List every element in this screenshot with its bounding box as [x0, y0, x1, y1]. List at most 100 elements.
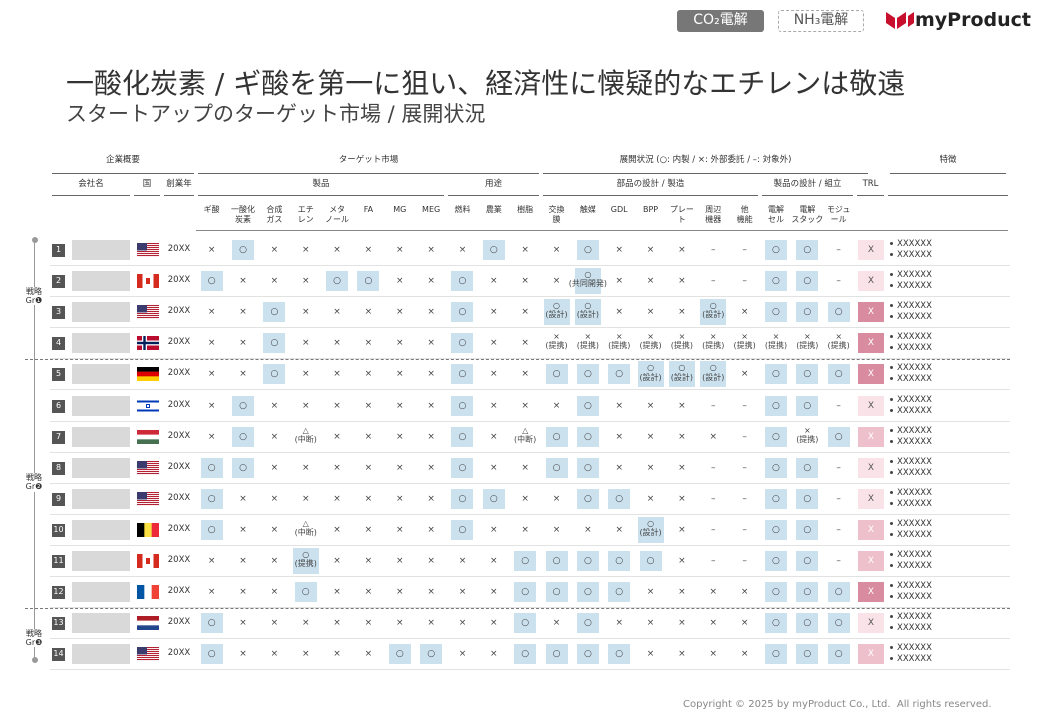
- row-number: 7: [55, 431, 62, 441]
- header-line: [890, 173, 1006, 174]
- bullet: [890, 315, 893, 319]
- feature-text: XXXXXX: [897, 405, 932, 416]
- founded-year: 20XX: [167, 555, 191, 565]
- feature-text: XXXXXX: [897, 332, 932, 343]
- cell-highlight: [796, 644, 819, 665]
- cell: ×: [678, 276, 686, 287]
- logo-text: myProduct: [915, 9, 1032, 31]
- cell: ×: [490, 618, 498, 629]
- cell-highlight: [451, 271, 474, 292]
- feature: XXXXXX: [890, 250, 932, 260]
- column-header: 周辺 機器: [705, 205, 722, 225]
- cell-highlight: [576, 457, 599, 478]
- cell: ○: [615, 493, 624, 504]
- cell: ○: [270, 307, 279, 318]
- cell: –: [742, 524, 747, 535]
- cell: ○: [834, 587, 843, 598]
- cell-highlight: [576, 644, 599, 665]
- feature: XXXXXX: [890, 281, 932, 291]
- bracket-line: [34, 240, 35, 660]
- cell: ○: [395, 649, 404, 660]
- cell: ×: [239, 556, 247, 566]
- feature: XXXXXX: [890, 437, 932, 447]
- cell: ×: [521, 493, 529, 504]
- cell-highlight: [357, 271, 380, 292]
- cell: ×: [646, 649, 655, 660]
- cell: ×: [458, 245, 467, 255]
- cell: –: [711, 524, 716, 535]
- founded-year: 20XX: [167, 617, 191, 628]
- group-separator: [25, 358, 1010, 360]
- cell: ×: [395, 618, 404, 629]
- cell: ○: [458, 431, 467, 442]
- cell: ○: [239, 431, 247, 442]
- cell: ×: [427, 431, 435, 442]
- row-number-box: [52, 555, 65, 568]
- cell-highlight: [637, 361, 664, 388]
- cell: ○: [646, 556, 655, 566]
- cell: ○: [772, 462, 780, 473]
- feature-text: XXXXXX: [897, 394, 932, 405]
- bullet: [890, 284, 893, 288]
- cell: × (提携): [827, 332, 850, 351]
- column-header: ギ酸: [203, 205, 220, 214]
- bullet: [890, 532, 893, 536]
- cell-highlight: [764, 582, 787, 603]
- cell: ○: [364, 276, 373, 287]
- trl: X: [867, 556, 875, 566]
- cell: ×: [239, 493, 247, 504]
- founded-year: 20XX: [167, 306, 191, 317]
- cell-highlight: [232, 426, 255, 447]
- cell: ○: [772, 276, 780, 287]
- bullet: [890, 470, 893, 474]
- cell: ×: [333, 462, 341, 473]
- cell-highlight: [232, 457, 255, 478]
- flag: [137, 367, 159, 382]
- header-line: [543, 195, 758, 196]
- company-name-box: [72, 302, 130, 323]
- cell: ×: [490, 587, 498, 598]
- trl: X: [867, 462, 875, 473]
- cell-highlight: [764, 644, 787, 665]
- sub-header: TRL: [862, 179, 879, 189]
- cell: ○: [552, 649, 561, 660]
- cell: ×: [395, 587, 404, 598]
- cell: ×: [740, 587, 749, 598]
- tag-co2-text: CO₂電解: [693, 12, 748, 28]
- cell: ○: [803, 369, 812, 380]
- cell: ×: [490, 462, 498, 473]
- bullet: [890, 646, 893, 650]
- cell: ×: [364, 245, 373, 255]
- cell: ×: [333, 587, 341, 598]
- cell: ×: [270, 493, 279, 504]
- cell: ×: [458, 649, 467, 660]
- cell-highlight: [545, 582, 568, 603]
- cell-highlight: [796, 488, 819, 509]
- cell: ×: [364, 369, 373, 380]
- feature: XXXXXX: [890, 312, 932, 322]
- row-number-box: [52, 368, 65, 382]
- flag: [137, 460, 159, 474]
- feature-text: XXXXXX: [897, 518, 932, 529]
- cell: ○: [489, 493, 498, 504]
- cell-highlight: [263, 364, 286, 385]
- cell: ×: [333, 618, 341, 629]
- row-number: 2: [55, 276, 62, 286]
- trl: X: [867, 400, 875, 411]
- cell: –: [836, 400, 841, 411]
- cell: ×: [395, 338, 404, 349]
- column-header: 交換 膜: [548, 205, 565, 225]
- cell: ×: [552, 618, 561, 629]
- cell-highlight: [451, 364, 474, 385]
- feature-text: XXXXXX: [897, 654, 932, 665]
- cell-highlight: [451, 519, 474, 540]
- cell: ×: [740, 369, 749, 380]
- cell: ×: [646, 587, 655, 598]
- trl: X: [867, 649, 875, 660]
- sub-header: 国: [142, 179, 152, 189]
- cell: ×: [270, 462, 279, 473]
- cell: ×: [615, 524, 623, 535]
- feature: XXXXXX: [890, 426, 932, 436]
- column-header: メタ ノール: [325, 205, 350, 225]
- cell: ×: [207, 338, 216, 349]
